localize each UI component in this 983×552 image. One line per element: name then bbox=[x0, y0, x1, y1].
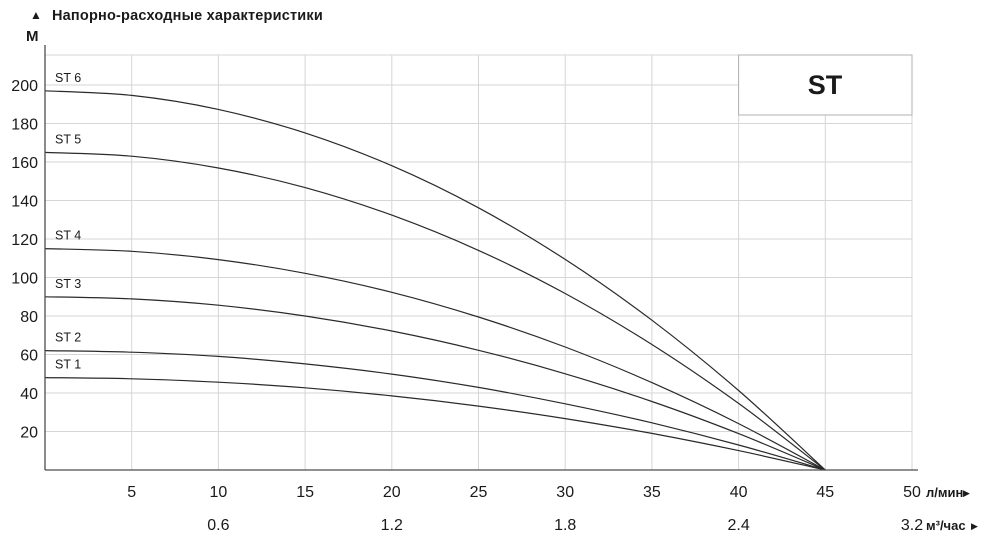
y-tick-label: 140 bbox=[11, 194, 38, 211]
curve-label-st5: ST 5 bbox=[55, 132, 81, 146]
curve-st5 bbox=[44, 151, 826, 471]
x-tick-label: 25 bbox=[470, 484, 488, 501]
curve-label-st4: ST 4 bbox=[55, 229, 81, 243]
chart-title: Напорно-расходные характеристики bbox=[52, 8, 323, 24]
x-tick-label: 10 bbox=[210, 484, 228, 501]
curve-st2 bbox=[44, 350, 826, 471]
y-axis-unit: М bbox=[26, 28, 39, 45]
y-tick-label: 180 bbox=[11, 117, 38, 134]
y-tick-label: 60 bbox=[20, 348, 38, 365]
x2-tick-label: 2.4 bbox=[727, 517, 749, 534]
grid bbox=[45, 54, 913, 470]
x-tick-label: 30 bbox=[556, 484, 574, 501]
x2-tick-label: 1.8 bbox=[554, 517, 576, 534]
x-tick-label: 35 bbox=[643, 484, 661, 501]
x-tick-label: 50 bbox=[903, 484, 921, 501]
x2-axis-arrow-icon: ▶ bbox=[971, 521, 978, 531]
y-tick-label: 120 bbox=[11, 232, 38, 249]
y-tick-label: 20 bbox=[20, 425, 38, 442]
x-tick-label: 40 bbox=[730, 484, 748, 501]
x-axis-unit: л/мин bbox=[926, 485, 963, 500]
y-tick-label: 80 bbox=[20, 309, 38, 326]
curves: ST 1 ST 2 ST 3 ST 4 ST 5 ST 6 bbox=[44, 71, 826, 471]
curve-label-st3: ST 3 bbox=[55, 277, 81, 291]
curve-label-st2: ST 2 bbox=[55, 331, 81, 345]
y-axis-arrow-icon: ▲ bbox=[30, 8, 42, 22]
x-tick-label: 20 bbox=[383, 484, 401, 501]
legend-label: ST bbox=[808, 70, 843, 100]
curve-label-st1: ST 1 bbox=[55, 358, 81, 372]
curve-st1 bbox=[44, 377, 826, 471]
y-tick-label: 40 bbox=[20, 386, 38, 403]
axes bbox=[44, 45, 918, 471]
curve-st6 bbox=[44, 90, 826, 471]
x2-tick-label: 3.2 bbox=[901, 517, 923, 534]
tick-labels: 5 10 15 20 25 30 35 40 45 50 20 40 60 80 100 120 140 160 1… bbox=[11, 78, 923, 534]
y-tick-label: 160 bbox=[11, 155, 38, 172]
y-tick-label: 200 bbox=[11, 78, 38, 95]
x-axis-arrow-icon: ▶ bbox=[963, 488, 970, 498]
x2-tick-label: 0.6 bbox=[207, 517, 229, 534]
curve-label-st6: ST 6 bbox=[55, 71, 81, 85]
curve-st4 bbox=[44, 248, 826, 471]
x2-axis-unit: м³/час bbox=[926, 518, 966, 533]
curve-st3 bbox=[44, 296, 826, 471]
x2-tick-label: 1.2 bbox=[381, 517, 403, 534]
x-tick-label: 15 bbox=[296, 484, 314, 501]
x-tick-label: 5 bbox=[127, 484, 136, 501]
y-tick-label: 100 bbox=[11, 271, 38, 288]
legend-box bbox=[738, 54, 913, 116]
x-tick-label: 45 bbox=[816, 484, 834, 501]
